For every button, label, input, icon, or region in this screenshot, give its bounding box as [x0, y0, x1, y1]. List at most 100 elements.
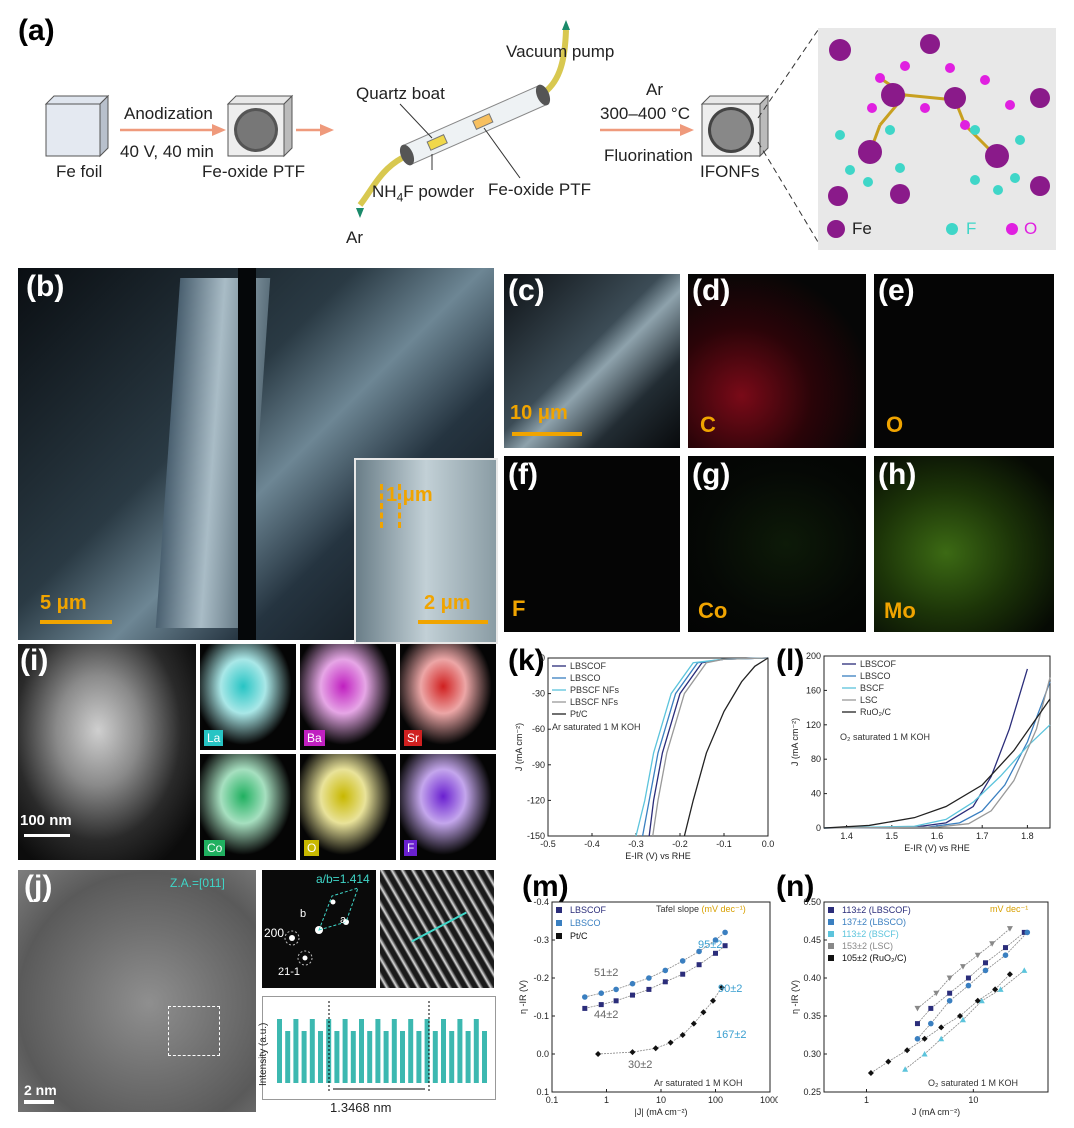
y-tick-label: 0.40	[803, 973, 821, 983]
sem-image-b	[18, 268, 498, 644]
panel-c-letter: (c)	[508, 274, 545, 307]
data-point	[992, 986, 999, 993]
y-tick-label: 0.0	[536, 1049, 549, 1059]
x-tick-label: 1.8	[1021, 831, 1034, 841]
chart-annotation: O₂ saturated 1 M KOH	[928, 1078, 1018, 1088]
legend-fe: Fe	[852, 219, 872, 238]
spot-a-label: a	[340, 914, 347, 926]
x-tick-label: -0.2	[672, 839, 688, 849]
atom-legend	[827, 220, 1018, 238]
y-tick-label: 0.50	[803, 897, 821, 907]
data-point	[679, 958, 686, 964]
profile-peak	[309, 1019, 315, 1083]
anodization-conditions: 40 V, 40 min	[120, 142, 214, 161]
legend-swatch	[828, 931, 834, 937]
fit-line	[584, 932, 726, 998]
tafel-slope-label: 167±2	[716, 1029, 747, 1041]
eds-map-label: Ba	[304, 730, 325, 746]
fe-atoms	[828, 34, 1050, 206]
data-point	[959, 964, 966, 970]
series-line	[652, 657, 769, 837]
legend-o: O	[1024, 219, 1038, 238]
data-point	[1006, 926, 1013, 932]
data-point	[646, 986, 652, 992]
fit-line	[584, 945, 726, 1009]
spot-200-label: 200	[264, 926, 285, 940]
legend-entry: 113±2 (LBSCOF)	[842, 905, 911, 915]
eds-map-f	[504, 456, 680, 632]
data-point	[630, 992, 636, 998]
legend-f: F	[966, 219, 977, 238]
eds-map-co	[688, 456, 866, 632]
data-point	[710, 997, 717, 1004]
eds-map-label: O	[304, 840, 320, 856]
eds-map-label: La	[204, 730, 224, 746]
fft-pattern-j	[262, 870, 376, 988]
data-point	[974, 997, 981, 1004]
x-tick-label: 10	[968, 1095, 978, 1105]
eds-map-sr: Sr	[400, 644, 496, 750]
panel-n-letter: (n)	[776, 870, 815, 903]
x-tick-label: -0.3	[628, 839, 644, 849]
scale-label-b-inset: 2 μm	[424, 592, 471, 614]
panel-i-letter: (i)	[20, 644, 49, 677]
data-point	[947, 990, 953, 996]
unit-label-n: mV dec⁻¹	[990, 904, 1028, 914]
data-point	[700, 1009, 707, 1016]
profile-peak	[432, 1031, 438, 1083]
legend-entry: LBSCO	[570, 673, 601, 683]
y-tick-label: -120	[527, 795, 545, 805]
data-point	[867, 1070, 874, 1076]
series-line	[823, 677, 1051, 829]
y-tick-label: -150	[527, 831, 545, 841]
data-point	[667, 1039, 674, 1046]
panel-a-letter: (a)	[18, 14, 55, 47]
chart-l: 1.4 1.5 1.6 1.7 1.8 0 40 80 120 160 200 E-IR (V) vs…	[780, 648, 1054, 870]
legend-swatch	[828, 955, 834, 961]
y-tick-label: 160	[806, 685, 821, 695]
series-line	[823, 698, 1051, 829]
distance-label: 1.3468 nm	[330, 1100, 392, 1115]
data-point	[662, 979, 668, 985]
series-line	[635, 657, 769, 837]
panel-h-letter: (h)	[878, 458, 917, 491]
inset-image-b	[354, 458, 498, 644]
tafel-legend-title: Tafel slope (mV dec⁻¹)	[656, 904, 746, 914]
data-point	[713, 950, 718, 956]
profile-peak	[285, 1031, 291, 1083]
y-tick-label: 0	[816, 823, 821, 833]
profile-peak	[301, 1031, 307, 1083]
panel-f-letter: (f)	[508, 458, 538, 491]
series-line	[641, 657, 769, 837]
chart-annotation: Ar saturated 1 M KOH	[654, 1078, 743, 1088]
profile-peak	[473, 1019, 479, 1083]
legend-entry: LBSCOF	[860, 659, 897, 669]
x-tick-label: 1.4	[840, 831, 853, 841]
data-point	[662, 967, 669, 974]
hrtem-image-j	[18, 870, 256, 1112]
data-point	[652, 1045, 659, 1052]
chart-annotation: O₂ saturated 1 M KOH	[840, 732, 930, 742]
x-tick-label: 1.7	[976, 831, 989, 841]
eds-map-mo	[874, 456, 1054, 632]
legend-swatch	[556, 907, 562, 913]
ar-label: Ar	[646, 80, 663, 99]
data-point	[997, 986, 1004, 992]
data-point	[946, 998, 953, 1004]
data-point	[914, 1036, 921, 1042]
quartz-tube-icon	[356, 20, 570, 218]
x-tick-label: 1	[864, 1095, 869, 1105]
scale-label-b-main: 5 μm	[40, 592, 87, 614]
profile-peak	[400, 1031, 405, 1083]
data-point	[956, 1013, 963, 1019]
fit-line	[917, 932, 1028, 1040]
x-tick-label: 0.0	[762, 839, 775, 849]
x-tick-label: 1.6	[931, 831, 944, 841]
data-point	[978, 997, 985, 1004]
data-point	[1024, 929, 1031, 936]
panel-b-letter: (b)	[26, 270, 65, 303]
profile-peak	[482, 1031, 487, 1083]
data-point	[946, 975, 953, 981]
o-atoms	[867, 61, 1015, 130]
fe-oxide-ptf-boat-label: Fe-oxide PTF	[488, 180, 591, 199]
